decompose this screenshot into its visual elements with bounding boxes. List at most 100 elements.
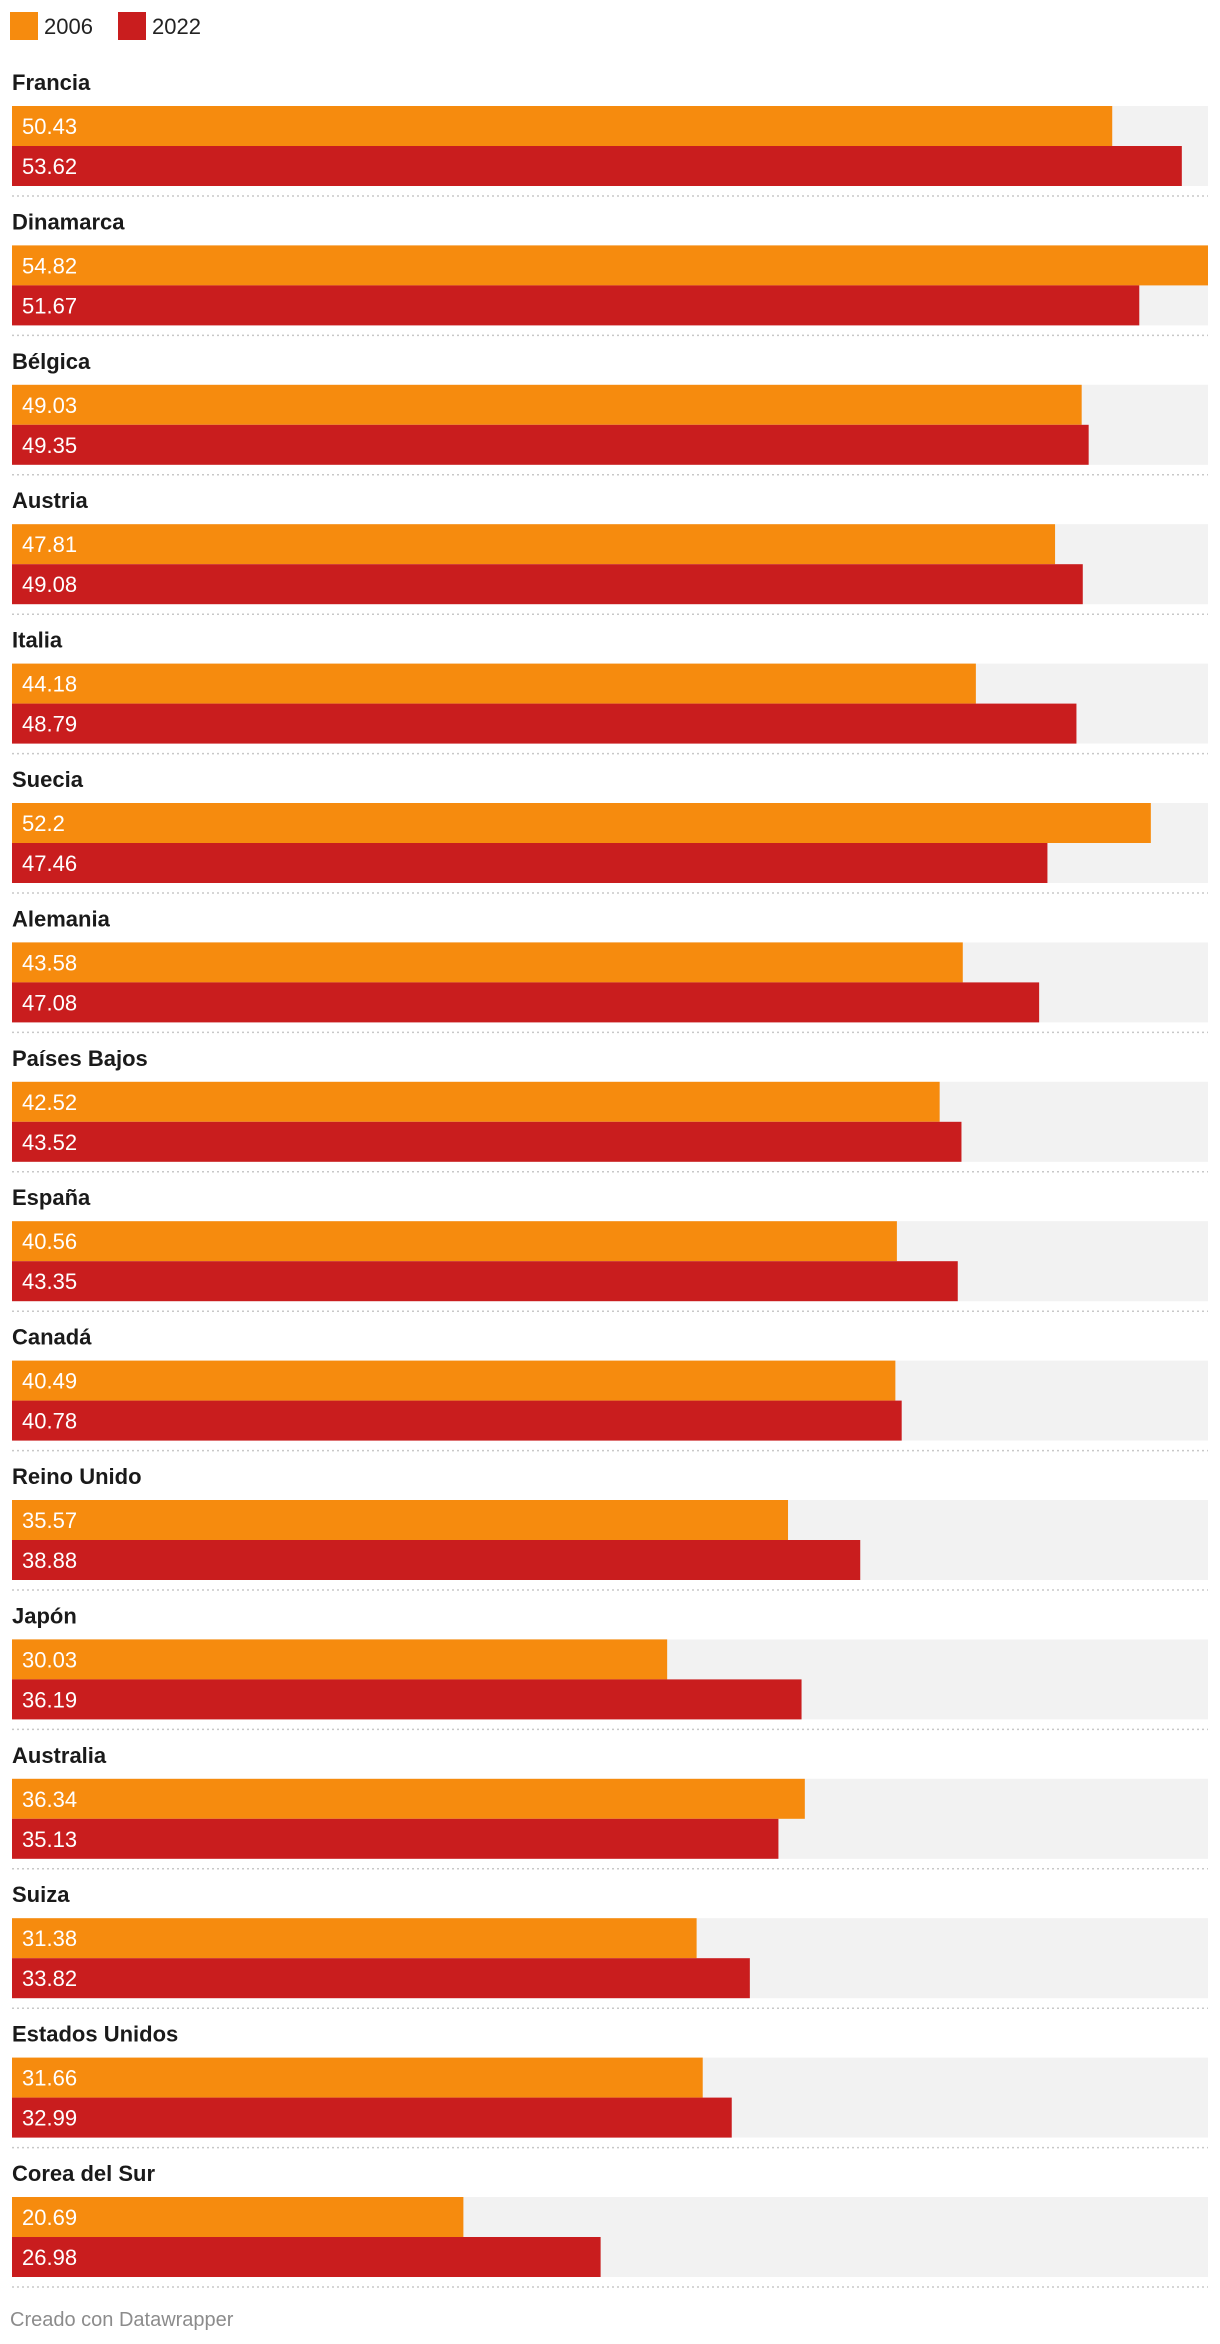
value-label-2006: 30.03 xyxy=(22,1647,77,1672)
value-label-2006: 49.03 xyxy=(22,393,77,418)
group-label: Canadá xyxy=(12,1325,92,1350)
value-label-2022: 40.78 xyxy=(22,1409,77,1434)
bar-2022 xyxy=(12,564,1083,605)
bar-group-12: Australia 36.34 35.13 xyxy=(12,1743,1208,1870)
bar-group-13: Suiza 31.38 33.82 xyxy=(12,1882,1208,2009)
bar-2006 xyxy=(12,524,1056,565)
value-label-2006: 40.56 xyxy=(22,1229,77,1254)
group-label: Suiza xyxy=(12,1882,70,1907)
value-label-2022: 35.13 xyxy=(22,1827,77,1852)
legend: 2006 2022 xyxy=(10,12,201,40)
bar-2006 xyxy=(12,245,1208,286)
bar-2006 xyxy=(12,942,963,983)
bar-2022 xyxy=(12,285,1140,326)
value-label-2006: 54.82 xyxy=(22,253,77,278)
value-label-2006: 20.69 xyxy=(22,2205,77,2230)
bar-2022 xyxy=(12,1261,958,1302)
bar-2022 xyxy=(12,1958,750,1999)
bar-2006 xyxy=(12,1360,896,1401)
value-label-2022: 47.08 xyxy=(22,990,77,1015)
bar-group-3: Austria 47.81 49.08 xyxy=(12,488,1208,615)
bar-2006 xyxy=(12,2197,464,2237)
credit-text[interactable]: Creado con Datawrapper xyxy=(10,2309,234,2331)
bar-group-5: Suecia 52.2 47.46 xyxy=(12,767,1208,894)
legend-label-2022: 2022 xyxy=(152,14,201,39)
bar-2022 xyxy=(12,1818,779,1859)
value-label-2022: 36.19 xyxy=(22,1687,77,1712)
bar-2006 xyxy=(12,1918,697,1959)
bar-2006 xyxy=(12,1639,668,1680)
bar-2006 xyxy=(12,1081,940,1122)
group-label: Suecia xyxy=(12,767,84,792)
bar-2006 xyxy=(12,2057,703,2098)
value-label-2006: 47.81 xyxy=(22,532,77,557)
bar-group-0: Francia 50.43 53.62 xyxy=(12,70,1208,197)
value-label-2022: 38.88 xyxy=(22,1548,77,1573)
bar-group-2: Bélgica 49.03 49.35 xyxy=(12,349,1208,476)
group-label: Países Bajos xyxy=(12,1046,148,1071)
group-label: Reino Unido xyxy=(12,1464,142,1489)
group-label: España xyxy=(12,1185,91,1210)
value-label-2022: 49.08 xyxy=(22,572,77,597)
bar-2022 xyxy=(12,982,1040,1023)
bar-group-7: Países Bajos 42.52 43.52 xyxy=(12,1046,1208,1173)
value-label-2022: 33.82 xyxy=(22,1966,77,1991)
group-label: Estados Unidos xyxy=(12,2022,178,2047)
value-label-2022: 32.99 xyxy=(22,2106,77,2131)
value-label-2022: 51.67 xyxy=(22,293,77,318)
value-label-2006: 40.49 xyxy=(22,1369,77,1394)
value-label-2006: 35.57 xyxy=(22,1508,77,1533)
value-label-2022: 26.98 xyxy=(22,2245,77,2270)
value-label-2022: 43.35 xyxy=(22,1269,77,1294)
value-label-2022: 48.79 xyxy=(22,712,77,737)
group-label: Corea del Sur xyxy=(12,2161,155,2186)
bar-group-10: Reino Unido 35.57 38.88 xyxy=(12,1464,1208,1591)
bar-2006 xyxy=(12,384,1082,425)
bar-2022 xyxy=(12,2097,732,2138)
bar-2022 xyxy=(12,146,1182,186)
bar-group-4: Italia 44.18 48.79 xyxy=(12,628,1208,755)
group-label: Bélgica xyxy=(12,349,91,374)
bar-group-14: Estados Unidos 31.66 32.99 xyxy=(12,2022,1208,2149)
value-label-2022: 43.52 xyxy=(22,1130,77,1155)
bar-2022 xyxy=(12,1540,861,1580)
legend-swatch-2006 xyxy=(10,12,38,40)
bar-2022 xyxy=(12,424,1089,465)
bar-group-8: España 40.56 43.35 xyxy=(12,1185,1208,1312)
bar-2006 xyxy=(12,1221,897,1262)
bar-2022 xyxy=(12,703,1077,744)
value-label-2006: 52.2 xyxy=(22,811,65,836)
bar-2022 xyxy=(12,1121,962,1162)
bar-group-11: Japón 30.03 36.19 xyxy=(12,1603,1208,1731)
group-label: Austria xyxy=(12,488,89,513)
bar-group-15: Corea del Sur 20.69 26.98 xyxy=(12,2161,1208,2288)
bar-group-9: Canadá 40.49 40.78 xyxy=(12,1325,1208,1452)
legend-label-2006: 2006 xyxy=(44,14,93,39)
bar-2006 xyxy=(12,1778,805,1819)
group-label: Dinamarca xyxy=(12,209,125,234)
group-label: Australia xyxy=(12,1743,107,1768)
bar-2006 xyxy=(12,803,1151,843)
bar-2006 xyxy=(12,1500,789,1540)
bar-2022 xyxy=(12,843,1048,883)
group-label: Francia xyxy=(12,70,91,95)
group-label: Alemania xyxy=(12,906,111,931)
value-label-2006: 50.43 xyxy=(22,114,77,139)
group-label: Italia xyxy=(12,628,63,653)
bar-2022 xyxy=(12,1679,802,1720)
bar-2022 xyxy=(12,1400,902,1441)
legend-swatch-2022 xyxy=(118,12,146,40)
value-label-2006: 42.52 xyxy=(22,1090,77,1115)
value-label-2022: 47.46 xyxy=(22,851,77,876)
bar-group-6: Alemania 43.58 47.08 xyxy=(12,906,1208,1034)
bar-groups: Francia 50.43 53.62 Dinamarca 54.82 51.67 Bélg… xyxy=(12,70,1208,2288)
group-label: Japón xyxy=(12,1603,77,1628)
value-label-2022: 53.62 xyxy=(22,154,77,179)
value-label-2006: 31.38 xyxy=(22,1926,77,1951)
bar-2006 xyxy=(12,663,976,704)
bar-group-1: Dinamarca 54.82 51.67 xyxy=(12,209,1208,337)
value-label-2022: 49.35 xyxy=(22,433,77,458)
bar-2022 xyxy=(12,2237,601,2277)
value-label-2006: 36.34 xyxy=(22,1787,77,1812)
